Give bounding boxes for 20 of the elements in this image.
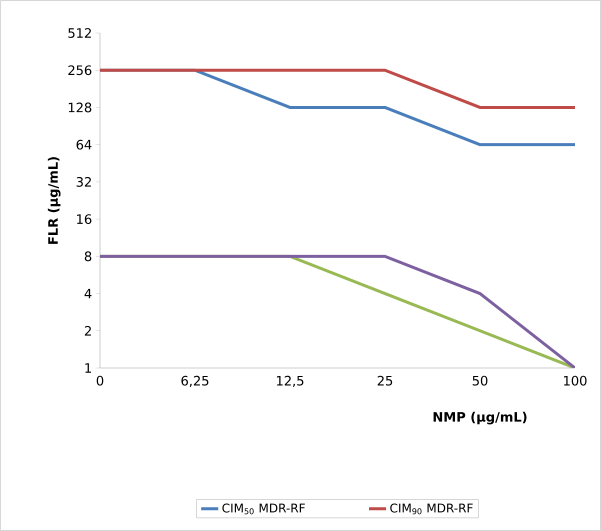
y-tick-label: 512: [68, 28, 91, 38]
x-tick-label: 100: [564, 376, 587, 386]
legend-label: CIM$_{50}$ MDR-RF: [222, 503, 305, 514]
x-tick-label: 25: [378, 376, 392, 386]
x-tick-label: 12,5: [276, 376, 304, 387]
y-tick-label: 256: [68, 65, 92, 76]
x-tick-label: 50: [472, 376, 488, 386]
y-tick-label: 1: [85, 363, 92, 373]
x-axis-title: NMP (µg/mL): [434, 412, 526, 424]
y-tick-label: 8: [84, 251, 92, 262]
y-tick-label: 128: [68, 102, 92, 112]
x-tick-label: 0: [96, 376, 104, 386]
y-axis-title: FLR (µg/mL): [48, 157, 61, 244]
y-tick-label: 64: [76, 140, 92, 150]
y-tick-label: 16: [77, 214, 92, 224]
y-tick-label: 2: [84, 326, 91, 336]
legend-label: CIM$_{90}$ MDR-RF: [390, 503, 473, 514]
y-tick-label: 4: [84, 288, 92, 298]
y-tick-label: 32: [76, 176, 91, 187]
x-tick-label: 6,25: [181, 376, 208, 387]
